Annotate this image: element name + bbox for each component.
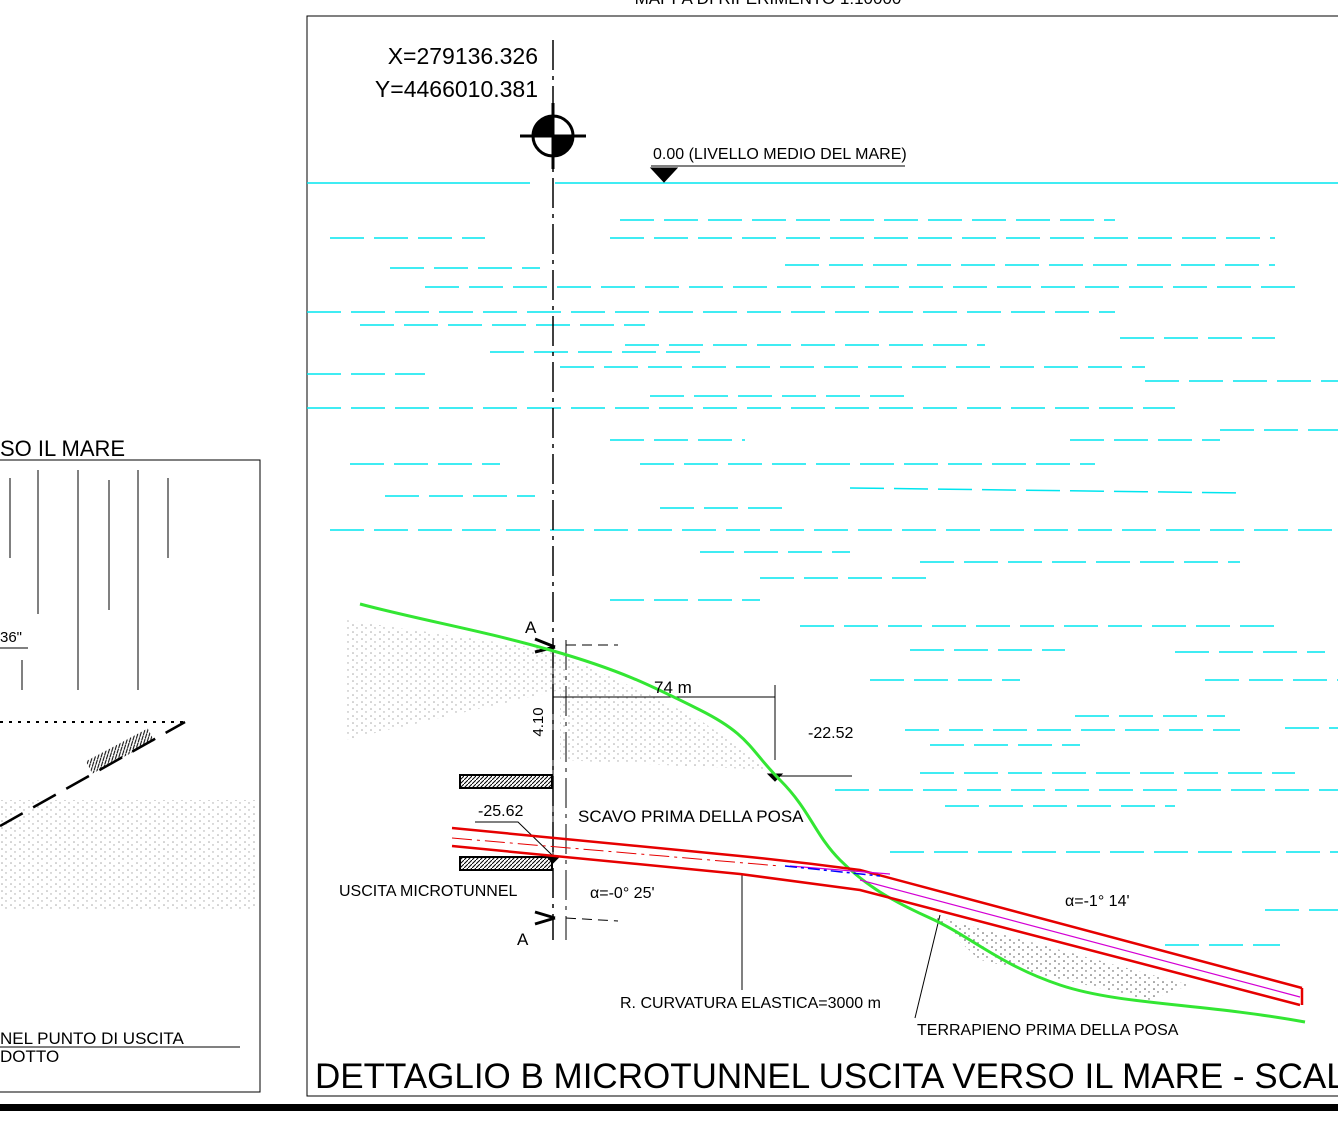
coord: Y=4466010.381: [375, 76, 538, 102]
label: SCAVO PRIMA DELLA POSA: [578, 807, 804, 826]
section: A: [525, 618, 537, 637]
microtunnel: [451, 826, 1304, 1007]
dimension: 4.10: [530, 707, 547, 736]
left-caption: DOTTO: [0, 1047, 59, 1066]
left-caption: NEL PUNTO DI USCITA: [0, 1029, 185, 1048]
seabed-sand: [345, 620, 770, 770]
embankment-fill: [930, 915, 1190, 1000]
left-frame: [0, 459, 261, 1093]
border-bar: [0, 1104, 1338, 1111]
exit-slab: [459, 774, 553, 789]
dimension: 74 m: [654, 678, 692, 697]
label: R. CURVATURA ELASTICA=3000 m: [620, 995, 881, 1012]
water: [307, 182, 1338, 946]
main-frame: [306, 15, 1338, 1097]
seabed-profile: [359, 602, 1306, 1024]
label: TERRAPIENO PRIMA DELLA POSA: [917, 1022, 1179, 1039]
left-note: 36": [0, 629, 22, 646]
label: USCITA MICROTUNNEL: [339, 883, 517, 900]
angle: α=-1° 14': [1065, 893, 1130, 910]
map-title: MAPPA DI RIFERIMENTO 1:10000: [635, 0, 902, 8]
drawing-title: DETTAGLIO B MICROTUNNEL USCITA VERSO IL …: [315, 1057, 1338, 1096]
angle: α=-0° 25': [590, 885, 655, 902]
coord: X=279136.326: [388, 43, 538, 69]
left-title: SO IL MARE: [0, 436, 125, 461]
depth: -25.62: [478, 803, 523, 820]
labels: X=279136.326 Y=4466010.381 0.00 (LIVELLO…: [315, 43, 1338, 1096]
exit-slab: [459, 856, 553, 871]
sea-level: 0.00 (LIVELLO MEDIO DEL MARE): [653, 146, 907, 163]
depth: -22.52: [808, 725, 853, 742]
left-lines: [0, 470, 240, 1048]
section: A: [517, 930, 529, 949]
